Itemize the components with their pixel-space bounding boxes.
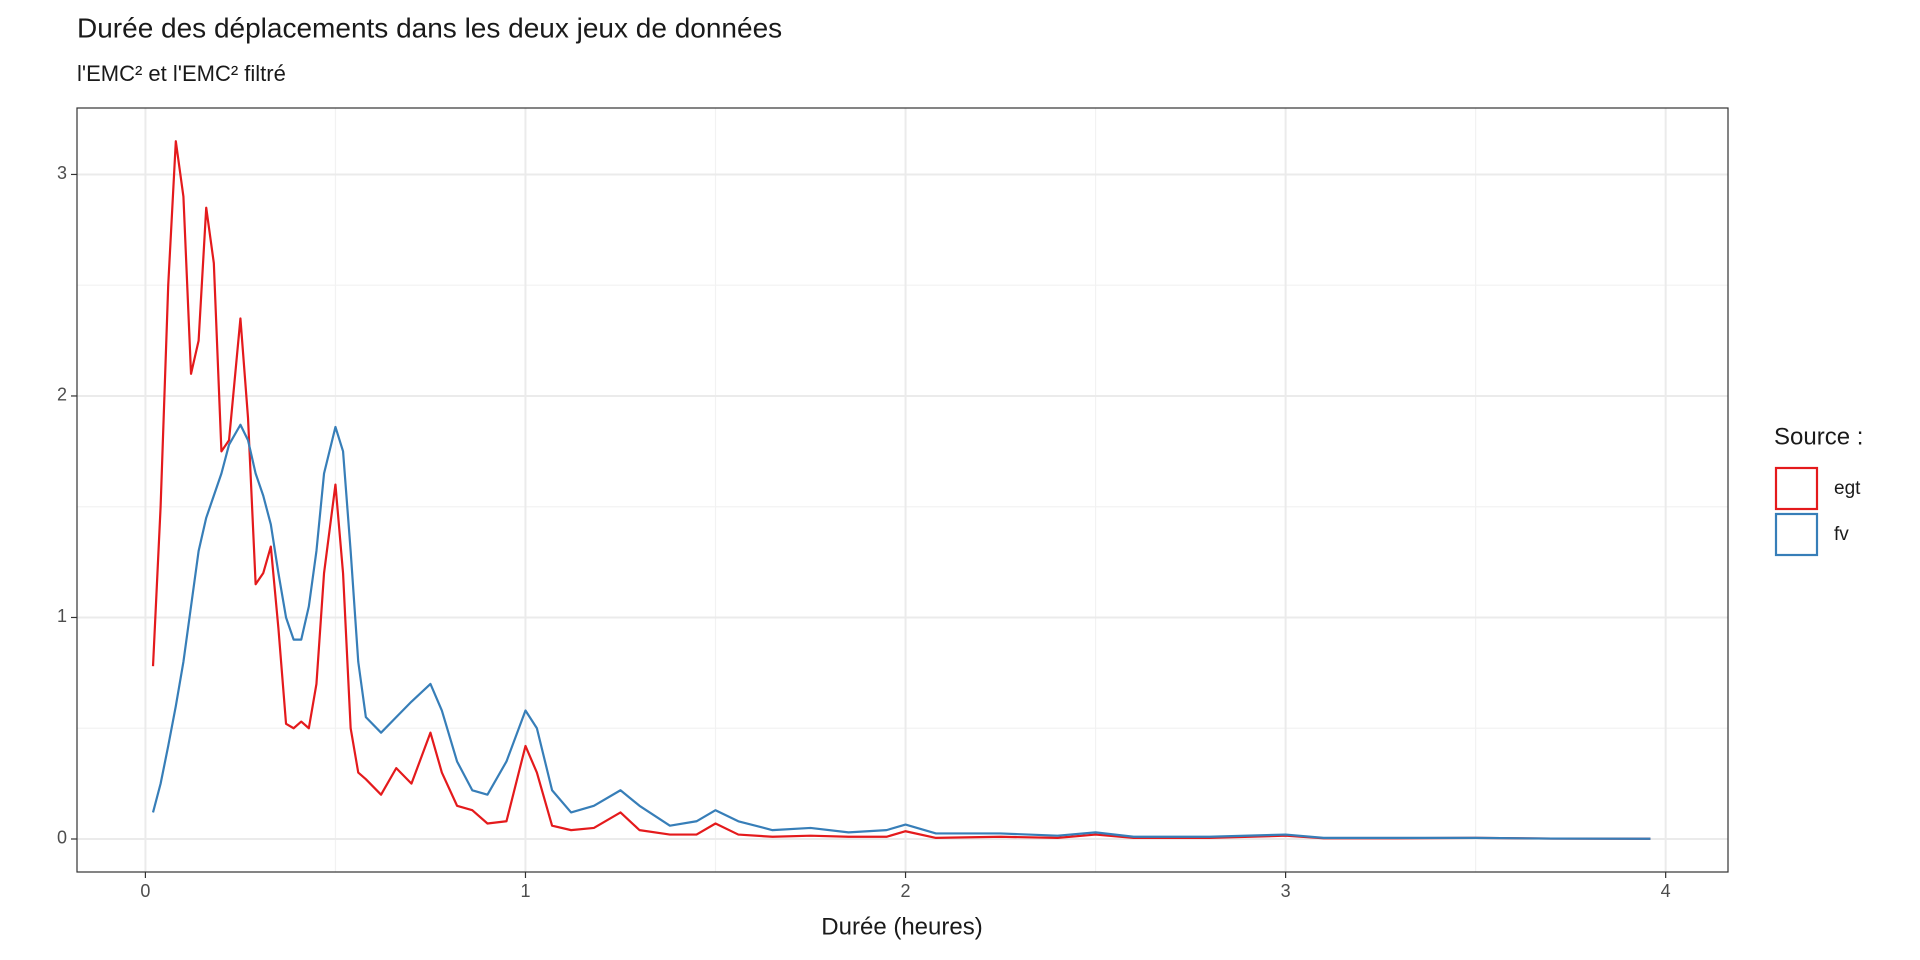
series-line [151, 140, 1651, 840]
series-line [151, 423, 1651, 840]
plot-background [77, 108, 1728, 872]
chart-title: Durée des déplacements dans les deux jeu… [77, 12, 782, 43]
legend-key [1774, 512, 1819, 557]
y-tick-label: 1 [57, 606, 67, 626]
legend-label: egt [1834, 478, 1861, 499]
x-tick-label: 4 [1661, 881, 1671, 901]
plot-border [76, 107, 1729, 873]
legend-title: Source : [1774, 423, 1863, 450]
x-axis-label: Durée (heures) [821, 913, 982, 940]
legend-key [1774, 466, 1819, 511]
chart-subtitle: l'EMC² et l'EMC² filtré [77, 61, 286, 86]
x-tick-label: 1 [520, 881, 530, 901]
y-tick-label: 0 [57, 828, 67, 848]
legend-label: fv [1834, 524, 1849, 545]
y-tick-label: 3 [57, 163, 67, 183]
x-tick-label: 2 [901, 881, 911, 901]
x-tick-label: 3 [1281, 881, 1291, 901]
y-tick-label: 2 [57, 385, 67, 405]
x-tick-label: 0 [140, 881, 150, 901]
